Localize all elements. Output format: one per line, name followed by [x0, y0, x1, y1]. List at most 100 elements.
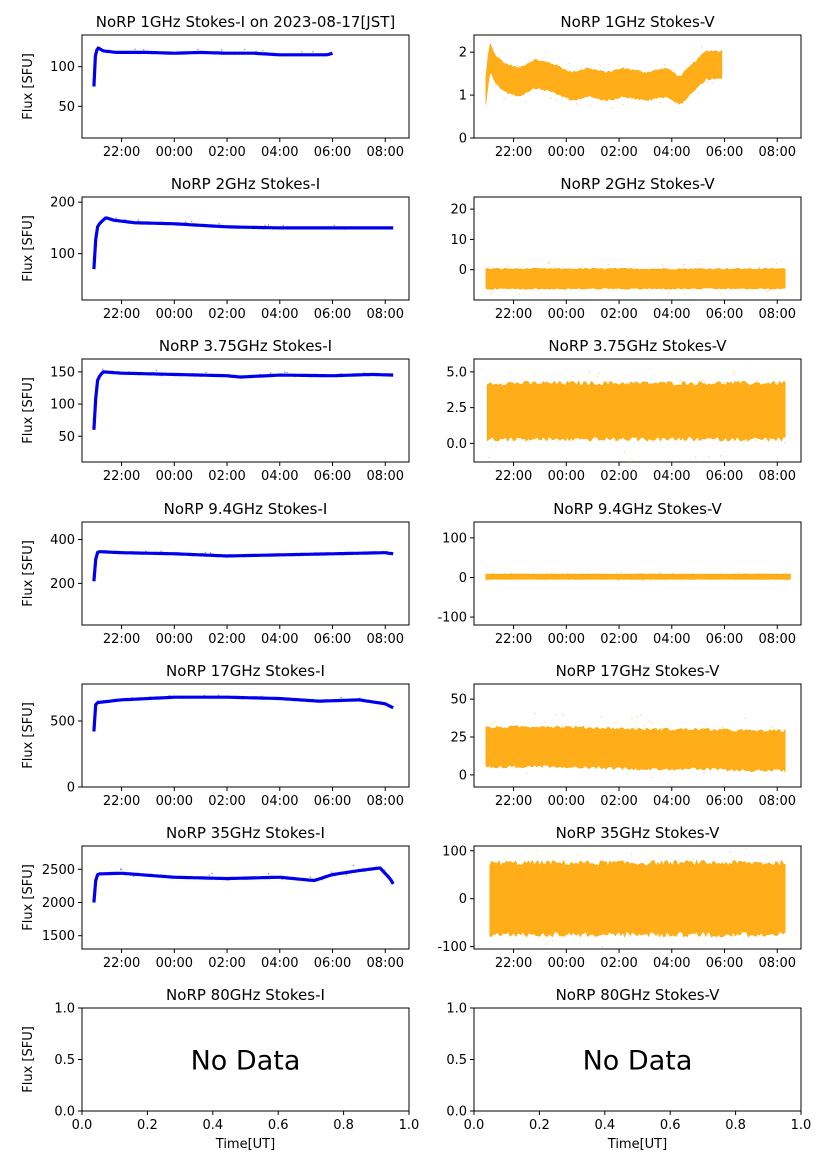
data-point [168, 695, 171, 697]
data-point [611, 286, 613, 288]
data-point [618, 579, 620, 581]
data-point [767, 290, 769, 292]
data-point [752, 284, 754, 286]
data-point [723, 382, 725, 384]
data-point [159, 51, 162, 54]
data-point [170, 553, 172, 555]
chart-panel-p3i: NoRP 3.75GHz Stokes-I 50 100 150 22:00 00:00 0… [21, 337, 410, 484]
data-point [536, 74, 538, 76]
data-layer [485, 712, 786, 784]
data-point [189, 223, 191, 226]
chart-panel-p4i: NoRP 9.4GHz Stokes-I 200 400 22:00 00:00 02:0… [21, 500, 410, 647]
data-point [503, 97, 505, 100]
data-point [662, 91, 665, 94]
x-tick-label: 0.6 [660, 1118, 681, 1133]
data-point [651, 722, 654, 724]
data-point [286, 877, 288, 880]
data-point [540, 292, 542, 294]
series-line [92, 46, 334, 87]
x-tick-label: 04:00 [261, 307, 298, 322]
data-layer [92, 46, 334, 87]
y-tick-label: 150 [50, 365, 75, 380]
data-point [345, 874, 347, 876]
y-axis-label: Flux [SFU] [21, 53, 36, 120]
data-point [538, 289, 540, 291]
data-point [518, 293, 520, 296]
data-point [329, 374, 331, 376]
data-point [260, 877, 262, 879]
data-point [691, 926, 693, 928]
x-tick-label: 06:00 [314, 794, 351, 809]
data-point [755, 574, 757, 577]
x-tick-label: 22:00 [495, 794, 532, 809]
data-point [556, 98, 558, 101]
data-point [679, 379, 681, 382]
data-point [576, 87, 579, 89]
axes-frame [81, 683, 410, 788]
data-point [707, 80, 709, 83]
data-point [204, 551, 206, 554]
data-point [131, 697, 133, 699]
data-point [608, 288, 610, 291]
data-point [672, 572, 674, 574]
y-tick-label: 50 [450, 693, 467, 708]
data-point [593, 71, 595, 73]
axes-frame [81, 521, 410, 626]
data-point [160, 550, 162, 552]
data-point [626, 93, 629, 96]
x-tick-label: 08:00 [367, 632, 404, 647]
data-point [608, 64, 610, 66]
data-point [693, 422, 695, 424]
x-tick-label: 04:00 [261, 632, 298, 647]
data-point [638, 577, 640, 579]
chart-panel-p4v: NoRP 9.4GHz Stokes-V -100 0 100 22:00 00:00 02… [437, 500, 802, 647]
chart-title: NoRP 1GHz Stokes-V [560, 13, 715, 31]
data-point [183, 51, 185, 53]
x-tick-label: 08:00 [759, 307, 796, 322]
data-point [642, 953, 643, 954]
data-point [601, 946, 603, 948]
data-point [375, 868, 377, 871]
data-point [631, 717, 633, 720]
data-point [572, 391, 574, 394]
x-tick-label: 22:00 [103, 794, 140, 809]
data-point [572, 375, 574, 377]
data-point [191, 876, 193, 879]
series-band [485, 267, 786, 290]
x-tick-label: 02:00 [208, 145, 245, 160]
y-tick-label: 0.0 [54, 1105, 75, 1120]
data-point [518, 409, 521, 412]
x-tick-label: 22:00 [103, 307, 140, 322]
data-point [333, 224, 335, 227]
data-point [205, 371, 207, 374]
data-point [766, 749, 769, 751]
data-point [651, 394, 653, 396]
data-point [227, 879, 230, 881]
data-point [639, 893, 641, 896]
data-point [489, 293, 492, 295]
data-point [732, 731, 734, 733]
data-point [680, 899, 682, 901]
data-point [574, 578, 576, 580]
data-point [565, 433, 567, 436]
data-point [517, 888, 519, 891]
data-point [588, 371, 591, 373]
data-point [683, 576, 685, 578]
data-point [728, 383, 730, 386]
data-point [625, 71, 628, 74]
data-point [282, 553, 284, 556]
y-tick-label: 500 [50, 714, 75, 729]
data-point [757, 574, 759, 576]
data-point [605, 888, 607, 891]
data-point [492, 722, 495, 724]
data-point [675, 88, 677, 90]
data-point [732, 416, 734, 419]
chart-panel-p7v: NoRP 80GHz Stokes-V 0.0 0.5 1.0 0.0 0.2 0.4 0.6… [446, 986, 811, 1152]
data-point [768, 388, 770, 390]
data-point [125, 553, 127, 555]
data-point [141, 553, 143, 555]
data-point [667, 750, 670, 752]
data-point [610, 863, 612, 865]
chart-panel-p2i: NoRP 2GHz Stokes-I 100 200 22:00 00:00 02:00 0… [21, 175, 410, 322]
data-point [783, 268, 785, 270]
